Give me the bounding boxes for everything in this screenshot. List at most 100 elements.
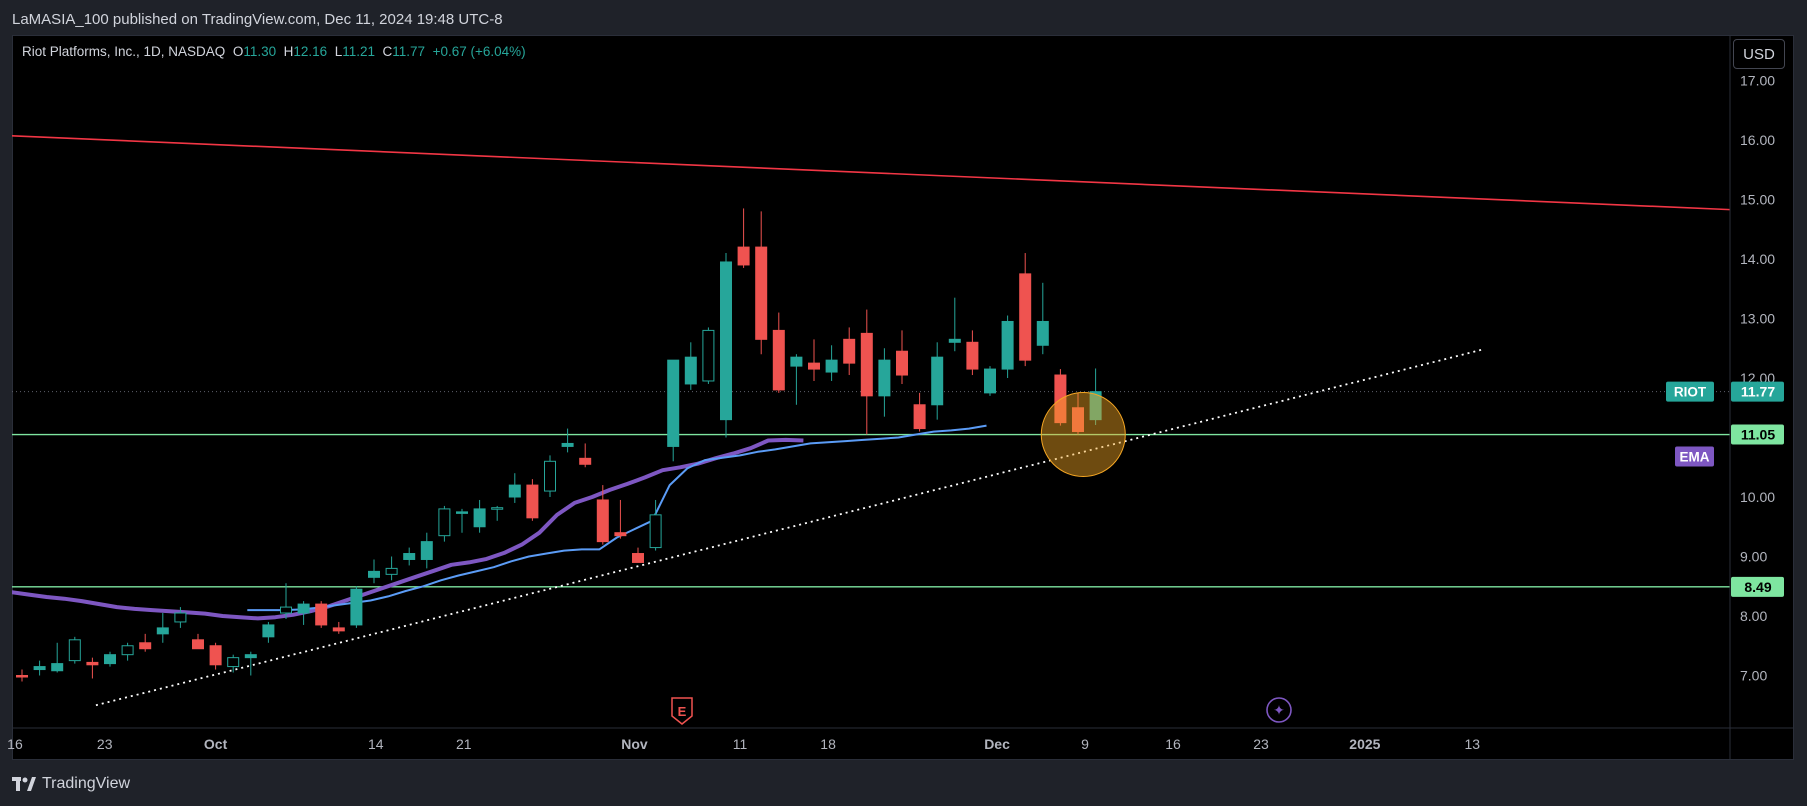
candle <box>332 621 345 634</box>
riot-badge-value-bg <box>1731 381 1784 402</box>
candle <box>702 327 715 384</box>
candle-body <box>332 627 345 632</box>
open-label: O <box>232 44 244 59</box>
time-tick-label: 18 <box>820 736 836 752</box>
candle <box>456 508 468 533</box>
candle-body <box>385 567 398 575</box>
candle <box>860 309 873 435</box>
candle-body <box>104 654 116 665</box>
high-label: H <box>283 44 294 59</box>
ema-badge-label: EMA <box>1680 450 1710 465</box>
candle-body <box>33 666 46 671</box>
candle-body <box>315 603 328 626</box>
price-tick-label: 10.00 <box>1740 489 1775 505</box>
candle <box>896 330 908 384</box>
candle <box>139 633 152 652</box>
candle-body <box>1072 407 1084 433</box>
ema-fast-line <box>247 424 987 612</box>
candle-body <box>456 511 468 514</box>
candle-body <box>438 508 451 537</box>
chart-frame[interactable] <box>12 35 1794 760</box>
time-tick-label: 14 <box>368 736 384 752</box>
candle-body <box>297 603 310 614</box>
candle-body <box>1019 273 1032 361</box>
riot-badge-label: RIOT <box>1674 385 1707 400</box>
candle <box>667 359 680 462</box>
price-tick-label: 13.00 <box>1740 311 1775 327</box>
candle-body <box>755 246 768 340</box>
price-tick-label: 14.00 <box>1740 251 1775 267</box>
candle-body <box>632 553 644 563</box>
candle <box>438 505 451 542</box>
candle <box>104 651 116 667</box>
support-badge-b-value-bg <box>1731 576 1784 597</box>
candle <box>772 312 785 393</box>
riot-badge-label-bg <box>1666 381 1714 402</box>
candle-body <box>156 627 169 635</box>
candle-body <box>139 642 152 650</box>
candle <box>755 211 768 355</box>
candle-body <box>596 499 609 543</box>
candle-body <box>262 624 275 638</box>
time-tick-label: Nov <box>621 736 648 752</box>
close-value: 11.77 <box>392 44 426 59</box>
candle <box>720 253 732 438</box>
candle <box>843 327 856 376</box>
time-tick-label: Oct <box>204 736 228 752</box>
candle <box>1036 282 1049 355</box>
candle <box>16 669 28 682</box>
candle <box>350 586 363 628</box>
candle <box>966 330 979 376</box>
candle-body <box>579 457 592 465</box>
candle-body <box>473 508 486 528</box>
candle-body <box>16 675 28 678</box>
support-badge-a-value-bg <box>1731 424 1784 445</box>
candle <box>984 366 996 396</box>
candle <box>878 348 891 417</box>
candle-body <box>896 350 908 376</box>
candle <box>544 455 556 497</box>
candle <box>737 208 750 268</box>
earnings-marker-label: E <box>678 704 687 719</box>
price-tick-label: 16.00 <box>1740 132 1775 148</box>
candle <box>297 601 310 625</box>
candle-body <box>526 484 539 519</box>
time-tick-label: 16 <box>7 736 23 752</box>
high-value: 12.16 <box>293 44 328 59</box>
candle-body <box>720 261 732 421</box>
candle-body <box>227 657 240 668</box>
candle <box>1072 392 1084 435</box>
candle <box>68 636 81 664</box>
candle <box>684 342 697 390</box>
currency-button[interactable]: USD <box>1733 39 1785 69</box>
candle <box>825 345 838 381</box>
time-tick-label: 16 <box>1165 736 1181 752</box>
footer-brand[interactable]: TradingView <box>12 773 130 795</box>
candle-body <box>86 661 99 666</box>
candle <box>33 660 46 676</box>
candle <box>262 621 275 643</box>
low-label: L <box>334 44 343 59</box>
candle <box>579 443 592 468</box>
candle-body <box>209 645 222 666</box>
candle <box>51 642 64 673</box>
publish-header: LaMASIA_100 published on TradingView.com… <box>12 11 503 28</box>
price-tick-label: 8.00 <box>1740 608 1767 624</box>
candle-body <box>121 645 134 656</box>
candle-body <box>51 663 64 672</box>
candle-body <box>1036 320 1049 346</box>
candle <box>491 505 504 521</box>
candle <box>931 342 944 420</box>
candle <box>473 499 486 533</box>
candle-body <box>350 588 363 626</box>
price-tick-label: 17.00 <box>1740 73 1775 89</box>
candle-body <box>772 329 785 391</box>
candle-body <box>878 359 891 397</box>
candle-body <box>790 356 803 367</box>
candle <box>315 601 328 628</box>
candle-body <box>843 338 856 364</box>
candle <box>596 485 609 545</box>
candle <box>385 556 398 581</box>
candle <box>280 583 292 619</box>
